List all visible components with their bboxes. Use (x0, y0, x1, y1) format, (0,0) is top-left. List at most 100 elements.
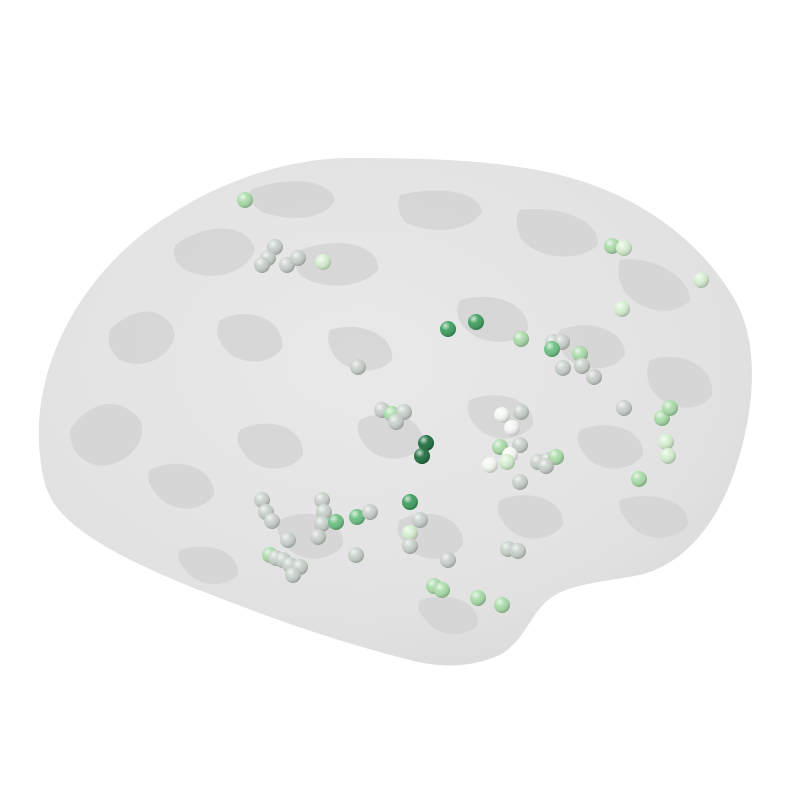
node-sphere-shading (693, 272, 709, 288)
node-sphere (614, 301, 630, 317)
node-sphere (350, 359, 366, 375)
node-sphere (237, 192, 253, 208)
node-sphere-shading (237, 192, 253, 208)
node-sphere (631, 471, 647, 487)
node-sphere-shading (402, 494, 418, 510)
node-sphere-shading (280, 532, 296, 548)
node-sphere-shading (434, 582, 450, 598)
node-sphere (494, 597, 510, 613)
sulcus-region (217, 314, 283, 362)
node-sphere (513, 404, 529, 420)
sulcus-region (249, 181, 335, 218)
node-sphere-shading (285, 567, 301, 583)
node-sphere (555, 360, 571, 376)
sulcus-region (516, 209, 599, 257)
node-sphere-shading (348, 547, 364, 563)
sulcus-region (357, 413, 424, 459)
node-sphere-shading (468, 314, 484, 330)
node-sphere-shading (470, 590, 486, 606)
node-sphere (362, 504, 378, 520)
node-sphere-shading (314, 492, 330, 508)
sulcus-region (398, 190, 482, 230)
node-sphere (402, 525, 418, 541)
sulcus-region (418, 596, 479, 635)
node-sphere (348, 547, 364, 563)
node-sphere (285, 567, 301, 583)
sulcus-region (148, 463, 215, 509)
sulcus-region (328, 326, 393, 371)
node-sphere-shading (586, 369, 602, 385)
node-sphere-shading (350, 359, 366, 375)
node-sphere-shading (616, 240, 632, 256)
node-sphere-shading (402, 538, 418, 554)
node-sphere (254, 257, 270, 273)
node-sphere (402, 494, 418, 510)
node-sphere-shading (440, 552, 456, 568)
node-sphere (434, 582, 450, 598)
node-sphere (482, 457, 498, 473)
sulcus-region (237, 423, 304, 469)
node-sphere-shading (414, 448, 430, 464)
node-sphere (616, 400, 632, 416)
node-markers (237, 192, 709, 613)
sulcus-region (647, 356, 713, 408)
node-sphere-shading (402, 525, 418, 541)
node-sphere (440, 552, 456, 568)
node-sphere-shading (631, 471, 647, 487)
node-sphere (538, 458, 554, 474)
node-sphere-shading (574, 358, 590, 374)
node-sphere-shading (504, 420, 520, 436)
node-sphere (440, 321, 456, 337)
node-sphere-shading (662, 400, 678, 416)
node-sphere-shading (494, 597, 510, 613)
node-sphere-shading (512, 437, 528, 453)
node-sphere-shading (314, 516, 330, 532)
sulcus-region (577, 425, 644, 469)
node-sphere (662, 400, 678, 416)
node-sphere-shading (310, 529, 326, 545)
sulcus-region (295, 242, 379, 286)
node-sphere-shading (440, 321, 456, 337)
node-sphere (616, 240, 632, 256)
node-sphere (280, 532, 296, 548)
node-sphere (414, 448, 430, 464)
node-sphere-shading (290, 250, 306, 266)
node-sphere (310, 529, 326, 545)
node-sphere-shading (544, 341, 560, 357)
node-sphere-shading (604, 238, 620, 254)
node-sphere-shading (362, 504, 378, 520)
node-sphere (512, 474, 528, 490)
node-sphere (512, 437, 528, 453)
node-sphere (349, 509, 365, 525)
node-sphere (328, 514, 344, 530)
node-sphere-shading (512, 474, 528, 490)
sulcus-region (619, 496, 689, 538)
node-sphere-shading (254, 257, 270, 273)
node-sphere (412, 512, 428, 528)
node-sphere-shading (513, 404, 529, 420)
node-sphere-shading (660, 448, 676, 464)
node-sphere (504, 420, 520, 436)
node-sphere (604, 238, 620, 254)
node-sphere (316, 504, 332, 520)
node-sphere (314, 492, 330, 508)
node-sphere (510, 543, 526, 559)
sulcus-region (497, 495, 564, 539)
node-sphere (586, 369, 602, 385)
node-sphere-shading (316, 504, 332, 520)
node-sphere (499, 454, 515, 470)
node-sphere (315, 254, 331, 270)
node-sphere (513, 331, 529, 347)
node-sphere-shading (412, 512, 428, 528)
sulcus-region (618, 259, 690, 311)
node-sphere-shading (538, 458, 554, 474)
node-sphere (494, 407, 510, 423)
sulcus-region (70, 403, 142, 466)
node-sphere-shading (388, 414, 404, 430)
node-sphere-shading (658, 434, 674, 450)
sulcus-region (457, 296, 529, 342)
node-sphere-shading (616, 400, 632, 416)
node-sphere (660, 448, 676, 464)
node-sphere (290, 250, 306, 266)
node-sphere (418, 435, 434, 451)
